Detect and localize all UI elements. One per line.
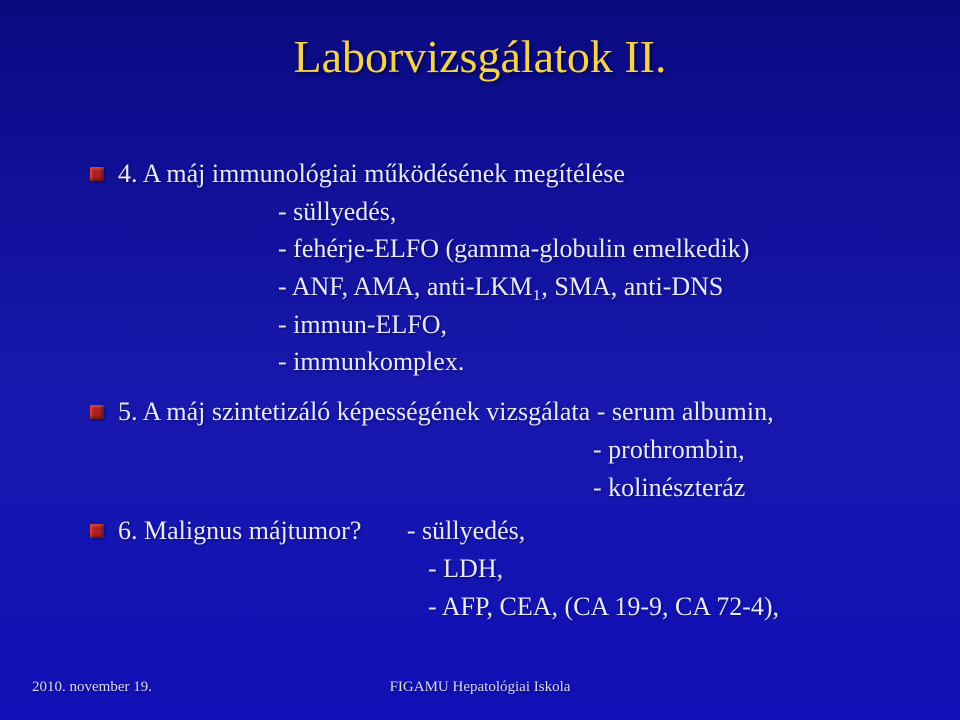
item-4-sub-1: - süllyedés, — [118, 193, 900, 231]
item-4-block: 4. A máj immunológiai működésének megíté… — [118, 155, 900, 381]
item-4-sub-5: - immunkomplex. — [118, 343, 900, 381]
list-item: 5. A máj szintetizáló képességének vizsg… — [90, 393, 900, 506]
item-5-sub-1: - prothrombin, — [118, 431, 900, 469]
item-6-block: 6. Malignus májtumor? - süllyedés, - LDH… — [118, 512, 900, 625]
item-5-main-line: 5. A máj szintetizáló képességének vizsg… — [118, 393, 900, 431]
item-6-main: 6. Malignus májtumor? — [118, 516, 361, 545]
slide-content: 4. A máj immunológiai működésének megíté… — [90, 155, 900, 627]
item-6-sub-1: - LDH, — [118, 550, 900, 588]
list-item: 6. Malignus májtumor? - süllyedés, - LDH… — [90, 512, 900, 625]
item-6-sub-2: - AFP, CEA, (CA 19-9, CA 72-4), — [118, 588, 900, 626]
item-4-main: 4. A máj immunológiai működésének megíté… — [118, 155, 900, 193]
list-item: 4. A máj immunológiai működésének megíté… — [90, 155, 900, 381]
item-5-block: 5. A máj szintetizáló képességének vizsg… — [118, 393, 900, 506]
item-6-tail: - süllyedés, — [361, 516, 525, 545]
item-4-sub-3: - ANF, AMA, anti-LKM₁, SMA, anti-DNS — [118, 268, 900, 306]
slide: Laborvizsgálatok II. 4. A máj immunológi… — [0, 0, 960, 720]
item-4-sub-2: - fehérje-ELFO (gamma-globulin emelkedik… — [118, 230, 900, 268]
bullet-icon — [90, 167, 104, 181]
item-6-main-line: 6. Malignus májtumor? - süllyedés, — [118, 512, 900, 550]
slide-title: Laborvizsgálatok II. — [0, 30, 960, 83]
item-5-main: 5. A máj szintetizáló képességének vizsg… — [118, 397, 597, 426]
item-4-sub-4: - immun-ELFO, — [118, 306, 900, 344]
footer-title: FIGAMU Hepatológiai Iskola — [0, 679, 960, 696]
item-5-sub-2: - kolinészteráz — [118, 469, 900, 507]
bullet-icon — [90, 405, 104, 419]
bullet-icon — [90, 524, 104, 538]
item-5-tail: - serum albumin, — [597, 397, 774, 426]
